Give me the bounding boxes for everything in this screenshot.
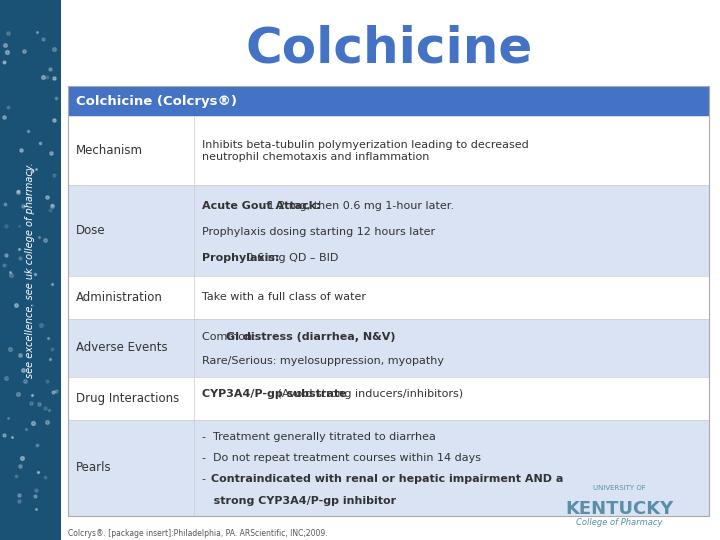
Text: Dose: Dose [76, 224, 105, 237]
Bar [0, 0, 61, 540]
Bar [68, 86, 709, 116]
Bar [68, 86, 709, 516]
Text: 0.6 mg QD – BID: 0.6 mg QD – BID [243, 253, 338, 263]
Text: -  Treatment generally titrated to diarrhea: - Treatment generally titrated to diarrh… [202, 432, 436, 442]
Bar [68, 185, 709, 276]
Text: -  Do not repeat treatment courses within 14 days: - Do not repeat treatment courses within… [202, 453, 481, 463]
Text: Pearls: Pearls [76, 461, 111, 474]
Text: strong CYP3A4/P-gp inhibitor: strong CYP3A4/P-gp inhibitor [202, 496, 396, 506]
Text: Rare/Serious: myelosuppression, myopathy: Rare/Serious: myelosuppression, myopathy [202, 356, 444, 366]
Text: Acute Gout Attack:: Acute Gout Attack: [202, 201, 320, 211]
Text: Mechanism: Mechanism [76, 144, 143, 157]
Text: Administration: Administration [76, 291, 163, 304]
Text: Prophylaxis:: Prophylaxis: [202, 253, 279, 263]
Text: Contraindicated with renal or hepatic impairment AND a: Contraindicated with renal or hepatic im… [211, 475, 563, 484]
Text: see excellence. see uk college of pharmacy.: see excellence. see uk college of pharma… [25, 162, 35, 378]
Text: Prophylaxis dosing starting 12 hours later: Prophylaxis dosing starting 12 hours lat… [202, 227, 435, 237]
Bar [68, 319, 709, 377]
Bar [68, 420, 709, 516]
Text: (Avoid strong inducers/inhibitors): (Avoid strong inducers/inhibitors) [274, 389, 463, 399]
Text: Inhibits beta-tubulin polymyerization leading to decreased
neutrophil chemotaxis: Inhibits beta-tubulin polymyerization le… [202, 140, 528, 161]
Text: Adverse Events: Adverse Events [76, 341, 167, 354]
Text: UNIVERSITY OF: UNIVERSITY OF [593, 485, 646, 491]
Bar [68, 276, 709, 319]
Bar [68, 116, 709, 185]
Text: Colchicine: Colchicine [246, 25, 532, 72]
Text: Take with a full class of water: Take with a full class of water [202, 292, 366, 302]
Bar [68, 377, 709, 420]
Text: Common:: Common: [202, 332, 259, 342]
Text: KENTUCKY: KENTUCKY [565, 500, 673, 517]
Text: Colchicine (Colcrys®): Colchicine (Colcrys®) [76, 94, 237, 108]
Text: Drug Interactions: Drug Interactions [76, 392, 179, 405]
Text: GI distress (diarrhea, N&V): GI distress (diarrhea, N&V) [226, 332, 396, 342]
Text: College of Pharmacy: College of Pharmacy [576, 518, 662, 528]
Text: -: - [202, 475, 212, 484]
Text: 1.2 mg, then 0.6 mg 1-hour later.: 1.2 mg, then 0.6 mg 1-hour later. [264, 201, 454, 211]
Text: CYP3A4/P-gp substrate: CYP3A4/P-gp substrate [202, 389, 346, 399]
Text: Colcrys®. [package insert]:Philadelphia, PA. ARScientific, INC;2009.: Colcrys®. [package insert]:Philadelphia,… [68, 529, 328, 538]
